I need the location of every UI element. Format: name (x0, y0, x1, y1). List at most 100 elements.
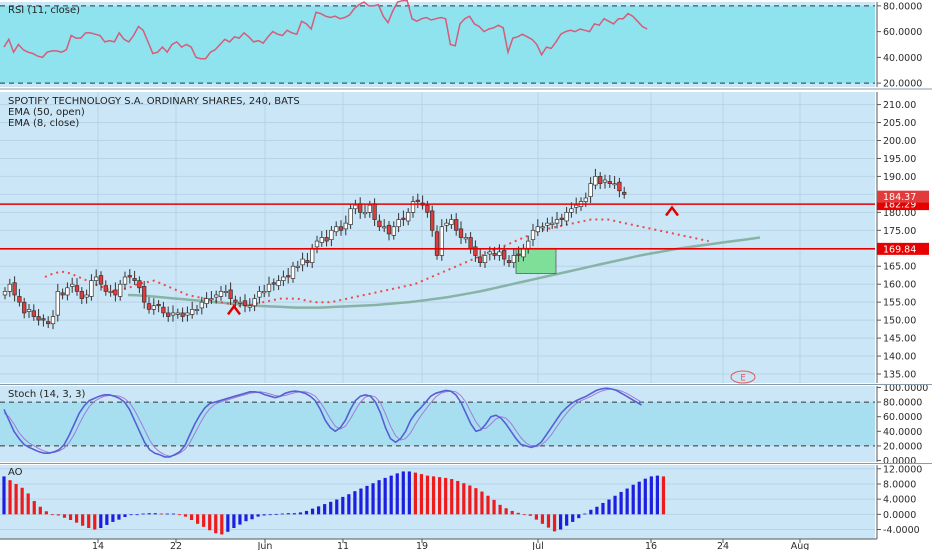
candle-body (482, 255, 488, 263)
buy-arrow-icon (665, 205, 679, 217)
price-tick-label: 140.00 (883, 352, 916, 363)
ao-bar (419, 474, 424, 515)
candle-body (46, 321, 51, 325)
ao-bar (371, 483, 375, 515)
candle-body (70, 283, 75, 287)
price-tick-label: 160.00 (883, 280, 916, 291)
ao-bar (38, 506, 42, 515)
ao-tick-label: 12.0000 (883, 464, 922, 475)
candle-body (550, 222, 555, 225)
level-tag-bg (877, 242, 929, 255)
ao-bar (655, 475, 659, 515)
ao-bar (341, 496, 345, 515)
earnings-marker[interactable] (730, 370, 756, 384)
candle-body (602, 179, 608, 183)
candle-body (444, 222, 449, 226)
ao-bar (504, 508, 508, 515)
ao-tick-label: 8.0000 (883, 479, 916, 490)
ao-bar (256, 514, 260, 517)
ao-tick-label: 4.0000 (883, 495, 916, 506)
candle-body (271, 282, 276, 285)
candle-body (156, 303, 161, 307)
ao-bar (183, 514, 188, 517)
ao-bar (250, 514, 254, 520)
candle-body (98, 275, 104, 285)
ao-bar (571, 514, 575, 522)
ao-bar (444, 477, 448, 515)
ao-bar (619, 491, 623, 515)
price-tick-label: 180.00 (883, 208, 916, 219)
price-pane: 210.00205.00200.00195.00190.00185.00180.… (0, 92, 929, 383)
candle-body (127, 275, 132, 278)
candle-body (593, 176, 598, 186)
candle-body (430, 210, 435, 231)
ao-bar (359, 488, 363, 515)
ao-bar (522, 514, 526, 516)
candle-body (142, 286, 147, 303)
rsi-pane: 80.0000 60.0000 40.0000 20.0000 (0, 0, 922, 90)
candle-body (362, 212, 368, 215)
candle-body (401, 217, 406, 220)
candle-body (535, 226, 540, 233)
candle-body (113, 289, 118, 296)
ao-bar (220, 514, 224, 535)
price-tick-label: 135.00 (883, 370, 916, 381)
price-tick-label: 195.00 (883, 154, 916, 165)
price-tick-label: 155.00 (883, 298, 916, 309)
candle-body (382, 226, 387, 229)
x-tick-label: Aug (791, 541, 810, 550)
ao-bar (26, 493, 30, 515)
ao-bar (438, 477, 442, 515)
candle-body (209, 298, 214, 301)
candle-body (84, 294, 89, 298)
ao-bar (431, 476, 436, 515)
candle-body (310, 247, 315, 263)
ao-bar (171, 513, 175, 515)
ao-bar (510, 510, 514, 515)
candle-body (502, 250, 507, 260)
candle-body (622, 191, 627, 195)
candle-body (276, 280, 281, 286)
ao-bar (105, 514, 109, 525)
ao-bar (377, 480, 381, 515)
ao-bar (631, 484, 635, 515)
ao-bar (637, 481, 641, 515)
candle-body (194, 309, 200, 311)
ao-bar (232, 514, 236, 528)
price-tag-label: 184.37 (883, 192, 916, 203)
ao-bar (492, 499, 496, 515)
ao-bar (196, 514, 200, 524)
x-tick-label: Jun (257, 541, 273, 550)
level-tag-label: 182.29 (883, 200, 916, 211)
candle-body (146, 303, 152, 310)
rsi-title: RSI (11, close) (8, 5, 80, 16)
candle-body (415, 199, 420, 202)
candle-body (473, 246, 478, 256)
candle-body (166, 312, 171, 317)
candle-body (238, 301, 243, 304)
candle-body (103, 285, 108, 292)
ao-bar (129, 514, 133, 516)
ao-bar (56, 514, 61, 516)
candle-body (468, 237, 473, 249)
ao-bar (625, 488, 629, 515)
candle-body (319, 237, 324, 243)
candle-body (353, 204, 358, 210)
ao-bar (480, 491, 484, 515)
ao-bar (14, 483, 18, 515)
price-tick-label: 165.00 (883, 262, 916, 273)
candle-body (314, 240, 320, 248)
price-tick-label: 200.00 (883, 136, 916, 147)
candle-body (281, 276, 286, 281)
ao-bar (456, 480, 460, 515)
candle-body (26, 309, 32, 312)
candle-body (458, 228, 464, 238)
candle-body (526, 240, 531, 249)
candle-body (564, 212, 569, 222)
candle-body (60, 292, 65, 296)
candle-body (233, 299, 238, 303)
candle-body (598, 176, 603, 184)
candle-body (372, 203, 377, 220)
stoch-band (0, 402, 875, 446)
stoch-tick-label: 40.0000 (883, 427, 922, 438)
